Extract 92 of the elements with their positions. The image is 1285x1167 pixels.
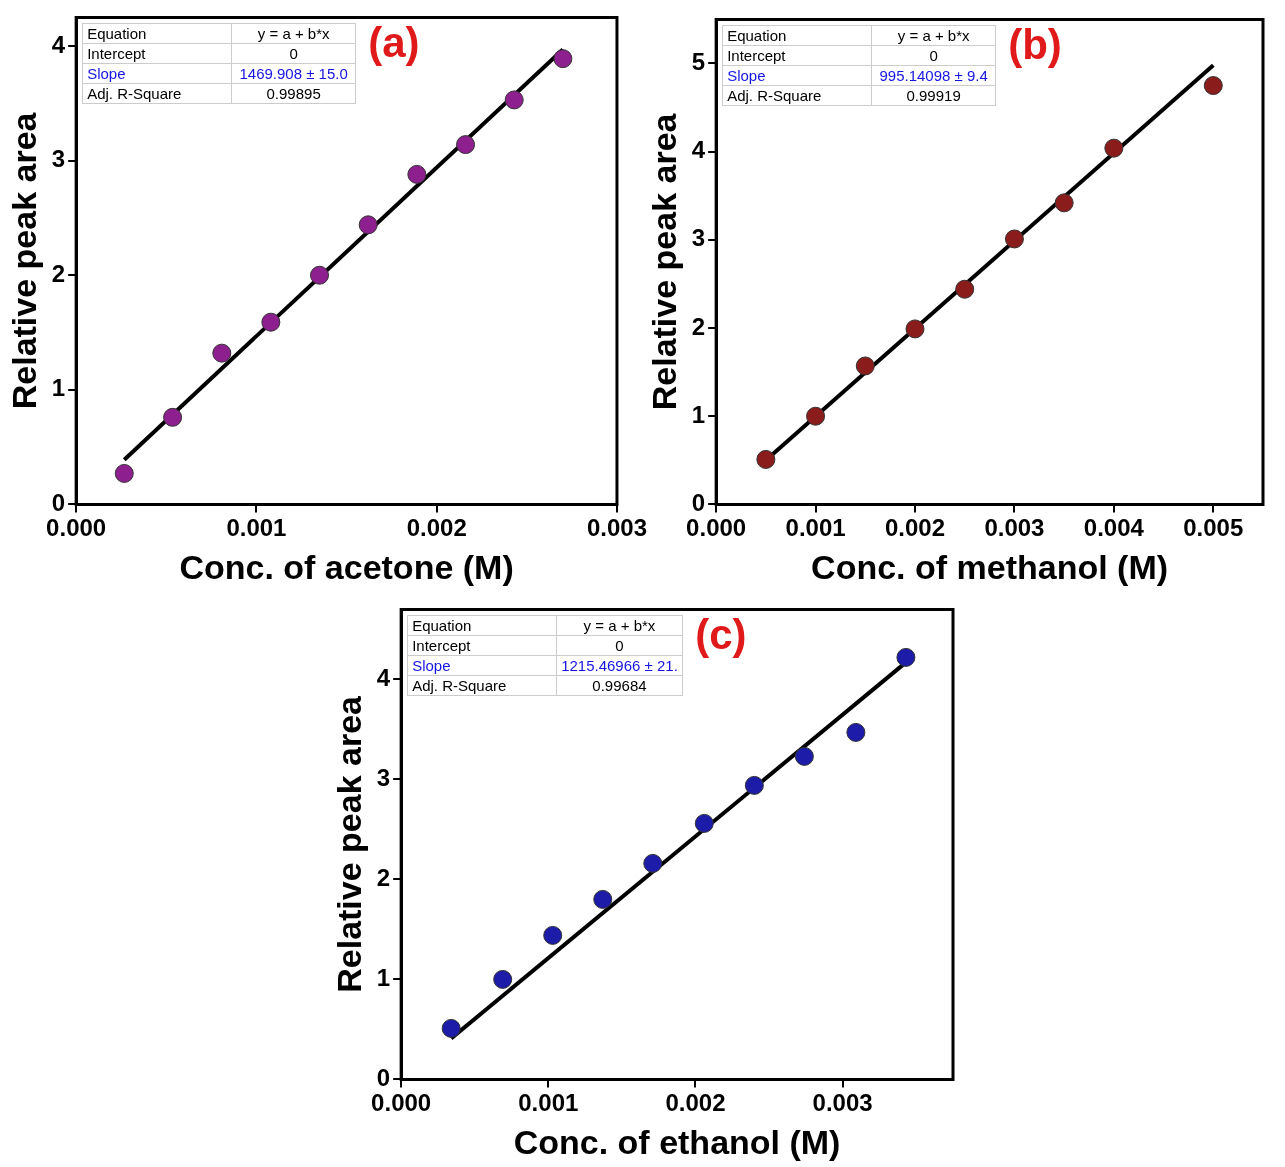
y-tick-label: 3	[51, 145, 66, 173]
point	[407, 164, 427, 184]
x-tick-label: 0.002	[884, 514, 946, 542]
annotation: Intercept	[407, 635, 557, 656]
x-tick-label: 0.003	[984, 514, 1045, 542]
x-tick-label: 0.005	[1183, 514, 1244, 542]
annotation: Slope	[722, 65, 872, 86]
y-tick-label: 4	[376, 664, 391, 692]
x-tick-label: 0.004	[1083, 514, 1145, 542]
point	[905, 319, 925, 339]
annotation: y = a + b*x	[231, 23, 356, 44]
point	[896, 647, 916, 667]
annotation: 0.99684	[556, 675, 683, 696]
point	[955, 279, 975, 299]
y-axis-title: Relative peak area	[329, 694, 368, 993]
point	[441, 1018, 461, 1038]
x-tick-label: 0.002	[406, 514, 467, 542]
y-tick-label: 4	[51, 30, 66, 58]
x-tick-label: 0.000	[686, 514, 747, 542]
x-tick-label: 0.000	[371, 1089, 432, 1117]
x-axis-title: Conc. of acetone (M)	[179, 547, 514, 586]
annotation: (a)	[368, 19, 420, 68]
y-tick-label: 0	[51, 489, 66, 517]
annotation: Adj. R-Square	[407, 675, 557, 696]
x-axis-title: Conc. of methanol (M)	[811, 547, 1169, 586]
annotation: Adj. R-Square	[722, 85, 872, 106]
point	[553, 49, 573, 69]
point	[358, 215, 378, 235]
annotation: Equation	[722, 25, 872, 46]
annotation: y = a + b*x	[556, 615, 683, 636]
annotation: 0.99919	[871, 85, 996, 106]
point	[261, 312, 281, 332]
point	[756, 449, 776, 469]
y-tick-label: 0	[691, 489, 706, 517]
x-tick-label: 0.001	[226, 514, 287, 542]
x-tick-label: 0.000	[46, 514, 107, 542]
point	[593, 889, 613, 909]
annotation: 1469.908 ± 15.0	[231, 63, 356, 84]
annotation: 0.99895	[231, 83, 356, 104]
point	[794, 746, 814, 766]
y-tick-label: 1	[691, 400, 706, 428]
y-tick-label: 1	[51, 374, 66, 402]
annotation: (b)	[1008, 21, 1062, 70]
point	[846, 722, 866, 742]
point	[643, 853, 663, 873]
annotation: Intercept	[82, 43, 232, 64]
annotation: 0	[871, 45, 996, 66]
point	[855, 356, 875, 376]
annotation: Equation	[407, 615, 557, 636]
point	[310, 265, 330, 285]
y-tick-label: 2	[376, 864, 391, 892]
point	[212, 343, 232, 363]
y-tick-label: 3	[376, 764, 391, 792]
annotation: Slope	[407, 655, 557, 676]
x-axis-title: Conc. of ethanol (M)	[513, 1122, 841, 1161]
point	[1004, 229, 1024, 249]
annotation: y = a + b*x	[871, 25, 996, 46]
y-axis-title: Relative peak area	[4, 111, 43, 410]
y-tick-label: 2	[51, 259, 66, 287]
x-tick-label: 0.001	[785, 514, 846, 542]
annotation: 0	[231, 43, 356, 64]
y-axis-title: Relative peak area	[644, 112, 683, 411]
annotation: Intercept	[722, 45, 872, 66]
annotation: 995.14098 ± 9.4	[871, 65, 996, 86]
point	[163, 407, 183, 427]
point	[744, 775, 764, 795]
x-tick-label: 0.001	[518, 1089, 579, 1117]
point	[456, 135, 476, 155]
point	[694, 813, 714, 833]
y-tick-label: 1	[376, 964, 391, 992]
point	[543, 925, 563, 945]
point	[1054, 193, 1074, 213]
x-tick-label: 0.003	[586, 514, 647, 542]
x-tick-label: 0.002	[665, 1089, 726, 1117]
annotation: 0	[556, 635, 683, 656]
point	[1203, 76, 1223, 96]
point	[114, 463, 134, 483]
point	[504, 90, 524, 110]
y-tick-label: 2	[691, 312, 706, 340]
point	[1104, 138, 1124, 158]
annotation: (c)	[695, 611, 747, 660]
annotation: Equation	[82, 23, 232, 44]
annotation: Slope	[82, 63, 232, 84]
y-tick-label: 4	[691, 136, 706, 164]
point	[806, 406, 826, 426]
x-tick-label: 0.003	[812, 1089, 873, 1117]
annotation: Adj. R-Square	[82, 83, 232, 104]
y-tick-label: 5	[691, 48, 706, 76]
y-tick-label: 3	[691, 224, 706, 252]
point	[493, 969, 513, 989]
annotation: 1215.46966 ± 21.	[556, 655, 683, 676]
y-tick-label: 0	[376, 1064, 391, 1092]
